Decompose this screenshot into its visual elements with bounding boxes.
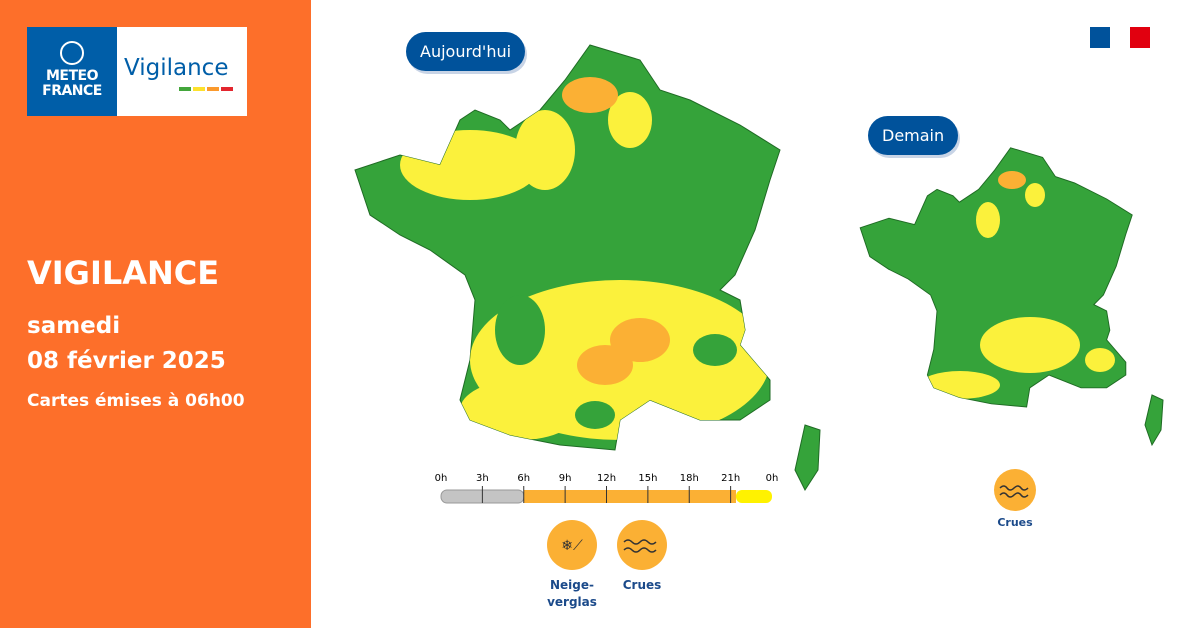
logo: METEO FRANCE Vigilance: [27, 27, 247, 116]
logo-text: METEO: [45, 68, 99, 84]
logo-text: FRANCE: [42, 83, 102, 99]
timeline-label: 0h: [434, 473, 448, 484]
sidebar: METEO FRANCE Vigilance VIGILANCE samedi …: [0, 0, 311, 628]
issued: Cartes émises à 06h00: [27, 391, 245, 411]
hazard-label: Neige-verglas: [547, 578, 597, 609]
timeline-label: 0h: [765, 473, 779, 484]
timeline-label: 15h: [638, 473, 658, 484]
title: VIGILANCE: [27, 254, 220, 292]
hazard-label: Crues: [997, 516, 1033, 529]
map-tomorrow: [859, 147, 1164, 447]
timeline-label: 3h: [476, 473, 489, 484]
timeline-label: 21h: [721, 473, 741, 484]
timeline-label: 6h: [517, 473, 531, 484]
svg-text:❄⟋: ❄⟋: [561, 538, 583, 554]
day: samedi: [27, 313, 121, 339]
timeline-label: 18h: [679, 473, 699, 484]
timeline-label: 9h: [558, 473, 572, 484]
meteo-france-logo: METEO FRANCE: [27, 27, 117, 116]
timeline-label: 12h: [596, 473, 617, 484]
date: 08 février 2025: [27, 348, 226, 374]
timeline: [440, 486, 772, 504]
flag: [1090, 27, 1150, 48]
hazard-label: Crues: [622, 578, 662, 592]
product-name: Vigilance: [124, 55, 229, 81]
map-label: Demain: [868, 116, 959, 155]
map-label: Aujourd'hui: [406, 32, 526, 71]
hazard-icons: ❄⟋: [547, 469, 1036, 570]
map-today: [354, 44, 821, 492]
